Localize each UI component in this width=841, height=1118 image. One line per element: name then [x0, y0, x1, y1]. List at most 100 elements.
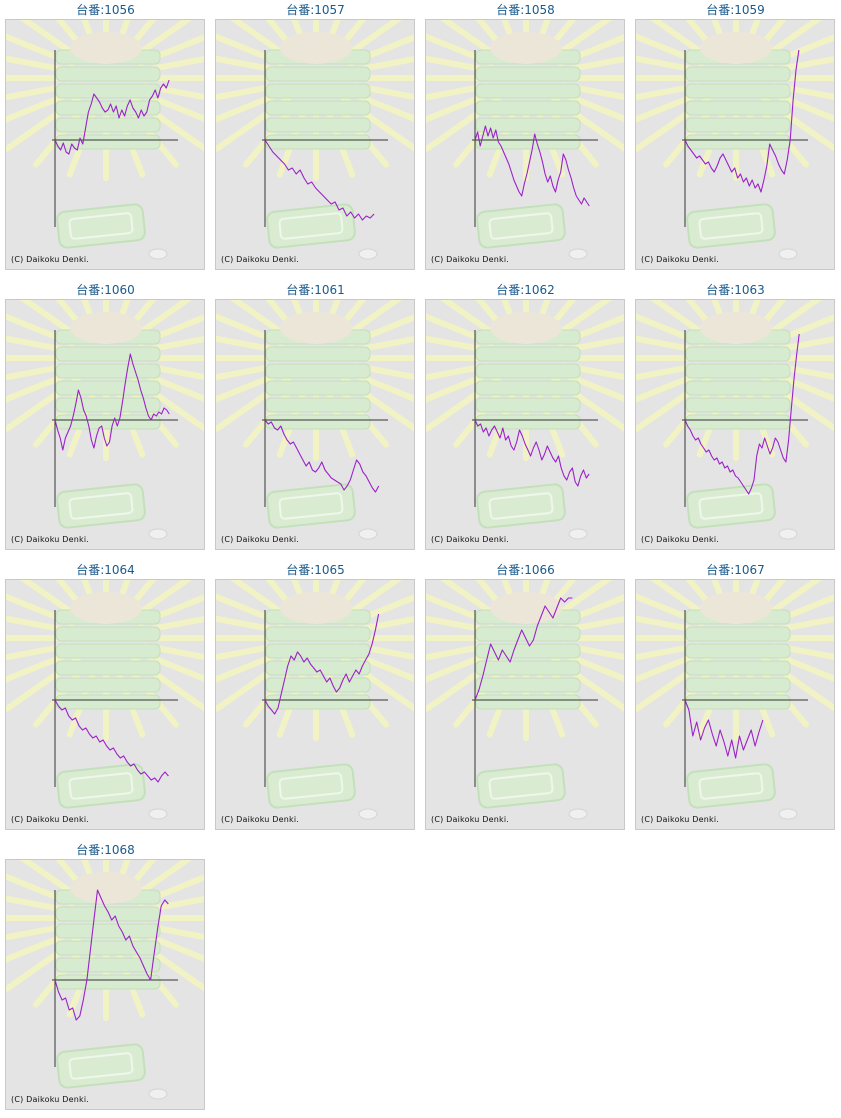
machine-number-title[interactable]: 台番:1063 [706, 283, 765, 297]
machine-number-title[interactable]: 台番:1060 [76, 283, 135, 297]
machine-number-title[interactable]: 台番:1067 [706, 563, 765, 577]
coin-decoration [358, 248, 378, 260]
background-illustration [426, 20, 624, 260]
tray-decoration [475, 626, 581, 642]
machine-number-title[interactable]: 台番:1068 [76, 843, 135, 857]
bottom-tray-decoration [488, 212, 554, 240]
tray-decoration [55, 940, 161, 956]
coin-decoration [568, 528, 588, 540]
bottom-tray-decoration [476, 763, 566, 809]
sun-ray-decoration [561, 82, 624, 100]
graph-svg [636, 580, 834, 820]
machine-number-title[interactable]: 台番:1062 [496, 283, 555, 297]
tray-decoration [265, 346, 371, 362]
head-decoration [490, 312, 562, 344]
sun-ray-decoration [19, 300, 81, 340]
sun-ray-decoration [216, 82, 281, 101]
machine-number-title[interactable]: 台番:1061 [286, 283, 345, 297]
copyright-text: (C) Daikoku Denki. [641, 535, 720, 544]
bottom-tray-decoration [266, 483, 356, 529]
sun-ray-decoration [649, 580, 711, 620]
bottom-tray-decoration [278, 772, 344, 800]
machine-number-title[interactable]: 台番:1058 [496, 3, 555, 17]
graph-cell: 台番:1056 (C) Daikoku Denki. [3, 0, 208, 278]
tray-decoration [265, 363, 371, 379]
bottom-tray-decoration [56, 483, 146, 529]
sun-ray-decoration [137, 930, 204, 962]
series-line [684, 699, 764, 759]
machine-number-title[interactable]: 台番:1065 [286, 563, 345, 577]
sun-ray-decoration [229, 300, 291, 340]
series-line [54, 79, 170, 155]
bottom-tray-decoration [56, 1043, 146, 1089]
coin-decoration [148, 248, 168, 260]
background-illustration [636, 580, 834, 820]
graph-svg [426, 20, 624, 260]
sun-ray-decoration [561, 616, 624, 634]
tray-decoration [55, 83, 161, 99]
graph-frame: (C) Daikoku Denki. [5, 299, 205, 550]
tray-decoration [475, 117, 581, 133]
sun-ray-decoration [216, 90, 285, 123]
bottom-tray-decoration [266, 203, 356, 249]
background-illustration [6, 300, 204, 540]
coin-decoration [568, 248, 588, 260]
sun-ray-decoration [141, 362, 204, 380]
sun-ray-decoration [767, 370, 834, 402]
series-line [264, 139, 375, 221]
tray-decoration [55, 694, 161, 710]
graph-svg [6, 580, 204, 820]
copyright-text: (C) Daikoku Denki. [221, 535, 300, 544]
sun-ray-decoration [6, 82, 71, 101]
bottom-tray-decoration [698, 492, 764, 520]
head-decoration [70, 32, 142, 64]
machine-number-title[interactable]: 台番:1059 [706, 3, 765, 17]
machine-number-title[interactable]: 台番:1056 [76, 3, 135, 17]
tray-decoration [265, 380, 371, 396]
sun-ray-decoration [141, 336, 204, 354]
tray-decoration [55, 134, 161, 150]
graph-frame: (C) Daikoku Denki. [635, 299, 835, 550]
copyright-text: (C) Daikoku Denki. [221, 815, 300, 824]
sun-ray-decoration [137, 650, 204, 682]
tray-decoration [55, 117, 161, 133]
coin-decoration [358, 808, 378, 820]
background-illustration [216, 20, 414, 260]
graph-cell: 台番:1066 (C) Daikoku Denki. [423, 560, 628, 838]
sun-ray-decoration [426, 82, 491, 101]
sun-ray-decoration [771, 82, 834, 100]
head-decoration [700, 32, 772, 64]
series-line [54, 353, 170, 451]
graph-frame: (C) Daikoku Denki. [635, 19, 835, 270]
head-decoration [280, 312, 352, 344]
series-line [54, 699, 169, 783]
background-illustration [6, 580, 204, 820]
sun-ray-decoration [426, 370, 495, 403]
graph-cell: 台番:1057 (C) Daikoku Denki. [213, 0, 418, 278]
graph-svg [426, 580, 624, 820]
graph-cell: 台番:1068 (C) Daikoku Denki. [3, 840, 208, 1118]
sun-ray-decoration [6, 922, 71, 941]
graph-cell: 台番:1067 (C) Daikoku Denki. [633, 560, 838, 838]
tray-decoration [265, 100, 371, 116]
sun-ray-decoration [771, 336, 834, 354]
tray-decoration [685, 677, 791, 693]
sun-ray-decoration [131, 860, 193, 900]
sun-ray-decoration [426, 55, 491, 74]
sun-ray-decoration [561, 56, 624, 74]
series-line [54, 889, 169, 1021]
bottom-tray-decoration [56, 203, 146, 249]
coin-decoration [778, 808, 798, 820]
machine-number-title[interactable]: 台番:1066 [496, 563, 555, 577]
coin-decoration [148, 808, 168, 820]
machine-number-title[interactable]: 台番:1064 [76, 563, 135, 577]
graph-svg [636, 20, 834, 260]
bottom-tray-decoration [278, 492, 344, 520]
tray-decoration [475, 363, 581, 379]
tray-decoration [55, 626, 161, 642]
machine-number-title[interactable]: 台番:1057 [286, 3, 345, 17]
tray-decoration [265, 83, 371, 99]
tray-decoration [685, 626, 791, 642]
sun-ray-decoration [141, 56, 204, 74]
bottom-tray-decoration [278, 212, 344, 240]
